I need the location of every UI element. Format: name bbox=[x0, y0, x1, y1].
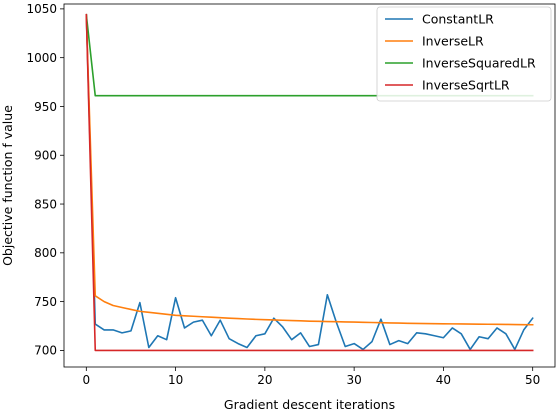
x-tick-label: 40 bbox=[436, 373, 451, 387]
series-line-inversesqrtlr bbox=[85, 13, 534, 352]
y-tick-label: 1050 bbox=[26, 2, 57, 16]
x-tick-label: 30 bbox=[346, 373, 361, 387]
legend: ConstantLR InverseLR InverseSquaredLR Inver… bbox=[376, 6, 552, 102]
y-axis-label: Objective function f value bbox=[0, 105, 15, 266]
y-tick-label: 950 bbox=[34, 100, 57, 114]
legend-label-inverselr: InverseLR bbox=[422, 34, 484, 49]
x-axis: 0 10 20 30 40 50 bbox=[82, 367, 540, 387]
x-tick-label: 10 bbox=[168, 373, 183, 387]
series-line-inverselr bbox=[85, 13, 534, 326]
plot-frame bbox=[63, 3, 556, 368]
y-tick-label: 750 bbox=[34, 295, 57, 309]
x-tick-label: 0 bbox=[82, 373, 90, 387]
y-tick-label: 1000 bbox=[26, 51, 57, 65]
series-line-constantlr bbox=[85, 13, 534, 351]
x-tick-label: 50 bbox=[525, 373, 540, 387]
plot-area bbox=[85, 13, 534, 352]
y-tick-label: 900 bbox=[34, 149, 57, 163]
y-tick-label: 850 bbox=[34, 197, 57, 211]
y-tick-label: 700 bbox=[34, 344, 57, 358]
x-axis-label: Gradient descent iterations bbox=[224, 397, 395, 412]
y-tick-label: 800 bbox=[34, 246, 57, 260]
legend-label-constantlr: ConstantLR bbox=[422, 12, 494, 27]
x-tick-label: 20 bbox=[257, 373, 272, 387]
legend-box bbox=[376, 6, 552, 102]
legend-label-inversesqrtlr: InverseSqrtLR bbox=[422, 78, 510, 93]
legend-label-inversesquaredlr: InverseSquaredLR bbox=[422, 56, 536, 71]
y-axis: 700 750 800 850 900 950 1000 1050 bbox=[26, 2, 64, 358]
